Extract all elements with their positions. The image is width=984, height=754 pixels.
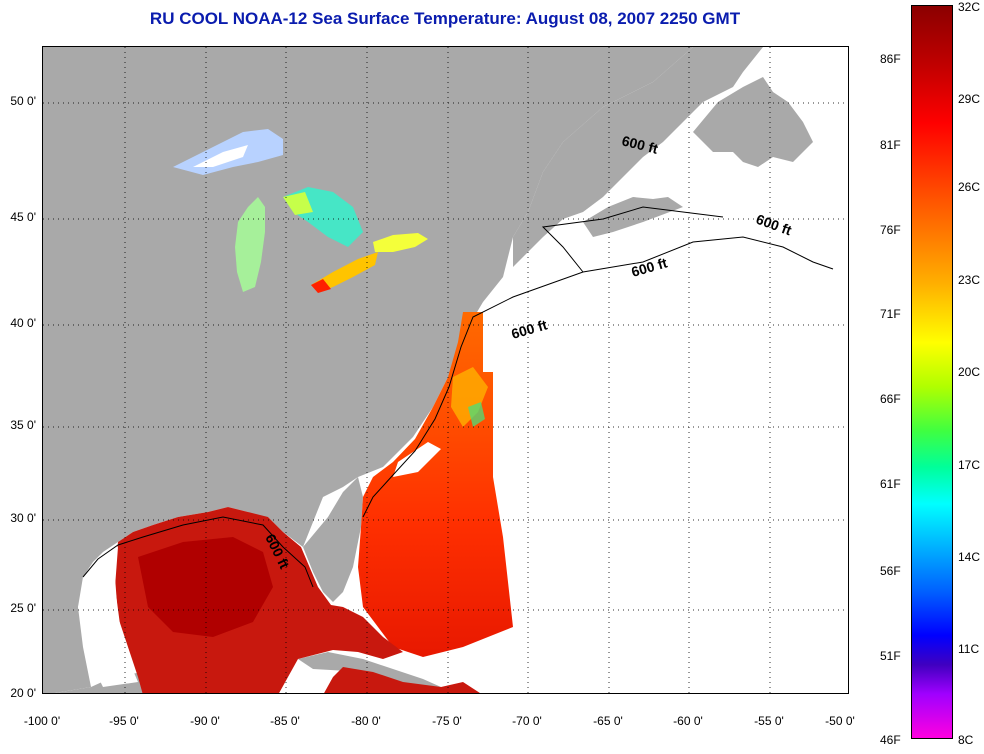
lon-label: -80 0' xyxy=(351,714,381,728)
lake-michigan xyxy=(235,197,265,292)
lon-label: -65 0' xyxy=(593,714,623,728)
atlantic-sst-cloud-gap xyxy=(393,442,441,477)
lon-label: -75 0' xyxy=(432,714,462,728)
colorbar-celsius-label: 32C xyxy=(958,0,981,14)
lon-label: -60 0' xyxy=(673,714,703,728)
lake-huron-green xyxy=(283,192,313,215)
graticule xyxy=(43,47,848,693)
atlantic-sst-cool-patches xyxy=(451,367,488,427)
florida-land xyxy=(303,477,363,602)
colorbar-fahrenheit-label: 61F xyxy=(880,477,901,491)
lake-ontario xyxy=(373,233,428,252)
lon-label: -95 0' xyxy=(109,714,139,728)
colorbar-celsius-label: 11C xyxy=(958,642,980,656)
lon-label: -85 0' xyxy=(270,714,300,728)
colorbar-fahrenheit-label: 51F xyxy=(880,649,901,663)
colorbar-fahrenheit-label: 66F xyxy=(880,392,901,406)
lon-label: -100 0' xyxy=(23,714,61,728)
colorbar-celsius-label: 17C xyxy=(958,458,981,472)
colorbar-fahrenheit-label: 86F xyxy=(880,52,901,66)
north-america-land xyxy=(43,47,693,693)
map-title: RU COOL NOAA-12 Sea Surface Temperature:… xyxy=(149,9,741,28)
lat-label: 25 0' xyxy=(10,601,36,615)
nova-scotia-land xyxy=(583,197,683,237)
temperature-colorbar xyxy=(911,5,953,739)
colorbar-celsius-label: 14C xyxy=(958,550,981,564)
isobath-label: 600 ft xyxy=(629,254,669,280)
colorbar-celsius-label: 8C xyxy=(958,733,974,747)
colorbar-celsius-label: 26C xyxy=(958,180,981,194)
lon-label: -70 0' xyxy=(512,714,542,728)
colorbar-fahrenheit-label: 81F xyxy=(880,138,901,152)
sst-map: 600 ft 600 ft 600 ft 600 ft 600 ft xyxy=(42,46,849,694)
lat-label: 40 0' xyxy=(10,316,36,330)
gulf-nodata-west xyxy=(78,547,138,687)
lat-label: 20 0' xyxy=(10,686,36,700)
colorbar-fahrenheit-label: 56F xyxy=(880,564,901,578)
caribbean-sst xyxy=(324,667,480,693)
isobath-label: 600 ft xyxy=(754,211,794,239)
colorbar-celsius-label: 20C xyxy=(958,365,981,379)
lat-label: 30 0' xyxy=(10,511,36,525)
lat-label: 35 0' xyxy=(10,418,36,432)
colorbar-celsius-label: 29C xyxy=(958,92,981,106)
newfoundland-land xyxy=(693,77,813,167)
colorbar-fahrenheit-label: 71F xyxy=(880,307,901,321)
lat-label: 45 0' xyxy=(10,210,36,224)
colorbar-fahrenheit-label: 46F xyxy=(880,733,901,747)
lake-erie xyxy=(311,252,378,292)
atlantic-sst-green-patches xyxy=(468,402,485,427)
isobath-label: 600 ft xyxy=(509,316,549,342)
colorbar-fahrenheit-label: 76F xyxy=(880,223,901,237)
lat-label: 50 0' xyxy=(10,94,36,108)
sst-map-canvas: 600 ft 600 ft 600 ft 600 ft 600 ft xyxy=(43,47,848,693)
lon-label: -50 0' xyxy=(825,714,855,728)
colorbar-celsius-label: 23C xyxy=(958,273,981,287)
lon-label: -55 0' xyxy=(754,714,784,728)
canada-maritime-land xyxy=(513,47,763,267)
lake-superior-warm xyxy=(193,145,248,167)
lon-label: -90 0' xyxy=(190,714,220,728)
lake-erie-warm xyxy=(311,279,331,293)
